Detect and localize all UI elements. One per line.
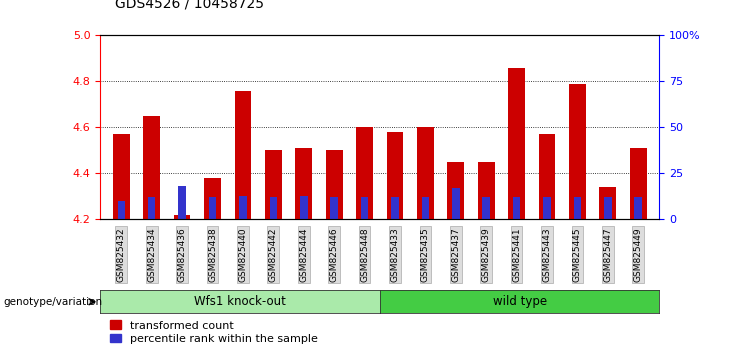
Bar	[508, 68, 525, 219]
Bar	[478, 162, 494, 219]
Bar	[265, 150, 282, 219]
Legend: transformed count, percentile rank within the sample: transformed count, percentile rank withi…	[105, 316, 322, 348]
Bar	[391, 198, 399, 219]
Bar	[513, 198, 520, 219]
Text: Wfs1 knock-out: Wfs1 knock-out	[194, 295, 286, 308]
Bar	[574, 198, 581, 219]
Bar	[235, 91, 251, 219]
Bar	[630, 148, 647, 219]
Bar	[179, 186, 186, 219]
Bar	[387, 132, 403, 219]
Bar	[148, 198, 156, 219]
Bar	[118, 201, 125, 219]
Text: GDS4526 / 10458725: GDS4526 / 10458725	[115, 0, 264, 11]
Bar	[543, 198, 551, 219]
Bar	[604, 198, 611, 219]
Bar	[361, 198, 368, 219]
Bar	[113, 134, 130, 219]
Bar	[599, 187, 617, 219]
Bar	[270, 198, 277, 219]
Bar	[143, 116, 160, 219]
Bar	[452, 188, 459, 219]
Bar	[326, 150, 342, 219]
Bar	[422, 198, 429, 219]
Bar	[417, 127, 433, 219]
Bar	[539, 134, 555, 219]
Bar	[300, 195, 308, 219]
Bar	[209, 198, 216, 219]
Bar	[356, 127, 373, 219]
Bar	[174, 215, 190, 219]
Bar	[569, 84, 585, 219]
Bar	[296, 148, 312, 219]
Text: genotype/variation: genotype/variation	[4, 297, 103, 307]
Text: wild type: wild type	[493, 295, 547, 308]
Bar	[205, 178, 221, 219]
Bar	[482, 198, 490, 219]
Bar	[330, 198, 338, 219]
Bar	[448, 162, 464, 219]
Bar	[239, 195, 247, 219]
Bar	[634, 198, 642, 219]
